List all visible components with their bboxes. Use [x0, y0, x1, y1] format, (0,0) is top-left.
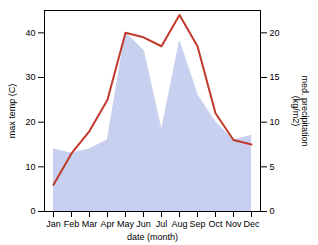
svg-text:10: 10 [270, 117, 280, 127]
svg-text:Jun: Jun [136, 219, 151, 229]
svg-text:med. precipitation(kg/m2): med. precipitation(kg/m2) [291, 75, 310, 146]
svg-text:Sep: Sep [189, 219, 205, 229]
svg-text:20: 20 [270, 28, 280, 38]
svg-text:Jan: Jan [46, 219, 61, 229]
svg-text:Nov: Nov [225, 219, 242, 229]
svg-text:date (month): date (month) [127, 232, 178, 242]
svg-text:30: 30 [25, 72, 35, 82]
svg-text:10: 10 [25, 162, 35, 172]
svg-text:0: 0 [30, 206, 35, 216]
svg-text:max temp (C): max temp (C) [7, 84, 17, 139]
svg-text:Mar: Mar [82, 219, 98, 229]
svg-text:Jul: Jul [156, 219, 168, 229]
svg-text:Feb: Feb [64, 219, 80, 229]
svg-text:0: 0 [270, 206, 275, 216]
svg-text:Dec: Dec [243, 219, 260, 229]
svg-text:Oct: Oct [208, 219, 223, 229]
svg-text:Aug: Aug [171, 219, 187, 229]
svg-text:5: 5 [270, 162, 275, 172]
svg-text:20: 20 [25, 117, 35, 127]
svg-text:May: May [117, 219, 135, 229]
svg-text:15: 15 [270, 72, 280, 82]
svg-text:Apr: Apr [100, 219, 114, 229]
svg-text:40: 40 [25, 28, 35, 38]
